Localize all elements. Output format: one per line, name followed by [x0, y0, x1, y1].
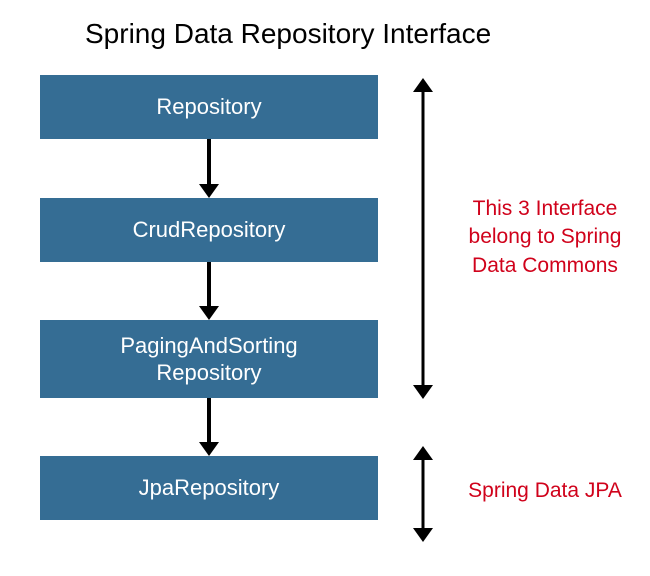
box-label: CrudRepository: [133, 216, 286, 244]
diagram-title: Spring Data Repository Interface: [85, 18, 491, 50]
box-paging-sorting: PagingAndSorting Repository: [40, 320, 378, 398]
box-label: PagingAndSorting Repository: [120, 332, 297, 387]
diagram-canvas: Spring Data Repository Interface Reposit…: [0, 0, 650, 576]
box-label: JpaRepository: [139, 474, 280, 502]
note-jpa: Spring Data JPA: [455, 477, 635, 505]
box-label: Repository: [156, 93, 261, 121]
note-commons: This 3 Interface belong to Spring Data C…: [455, 195, 635, 280]
box-jpa-repository: JpaRepository: [40, 456, 378, 520]
box-repository: Repository: [40, 75, 378, 139]
box-crud-repository: CrudRepository: [40, 198, 378, 262]
